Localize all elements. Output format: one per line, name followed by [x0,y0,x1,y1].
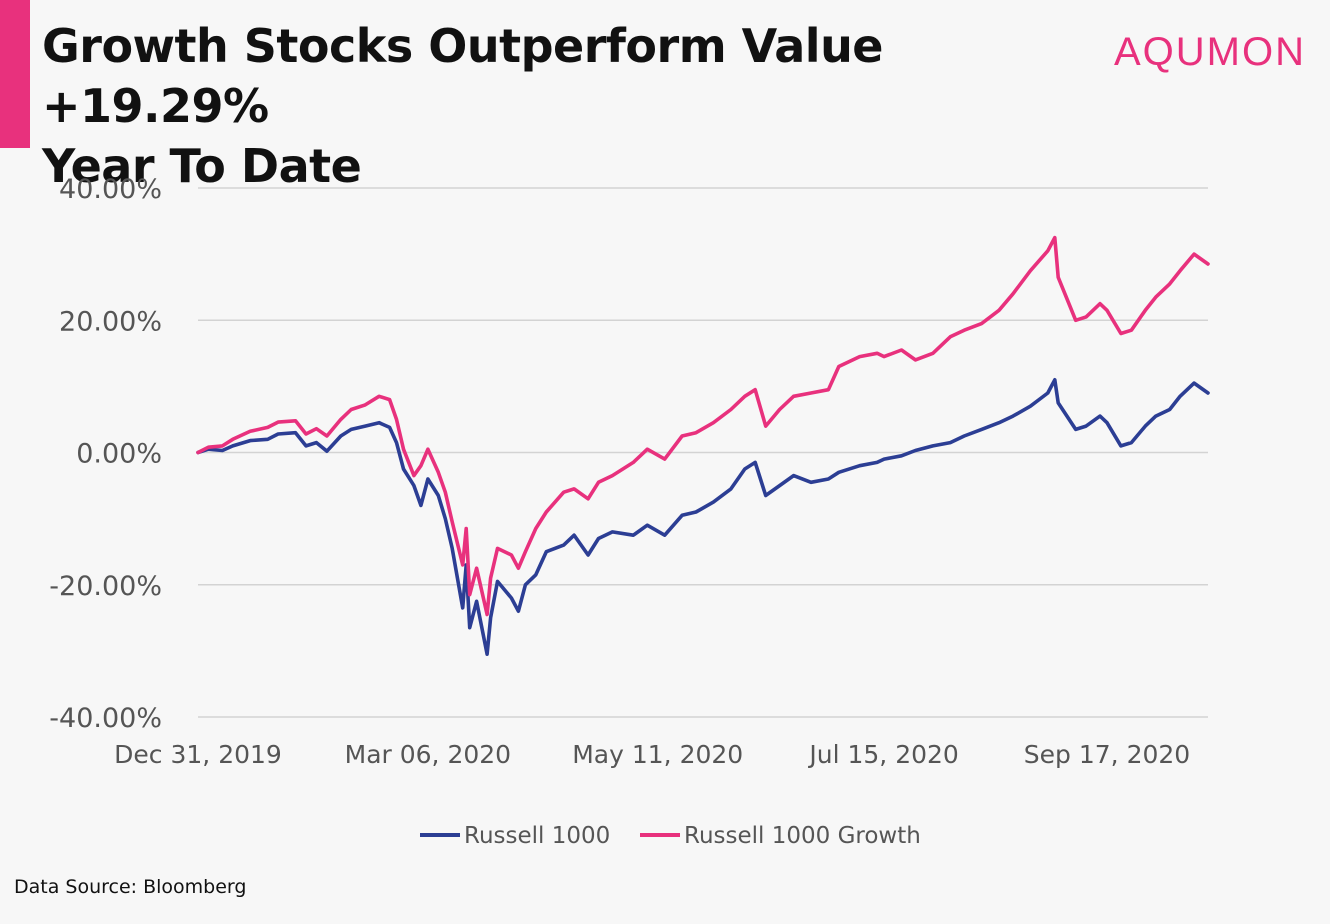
legend-russell-1000-text: Russell 1000 [464,823,610,849]
legend-russell-1000-growth-text: Russell 1000 Growth [684,823,921,849]
y-tick-label: 40.00% [59,174,162,205]
y-tick-label: 20.00% [59,306,162,337]
x-tick-label: Sep 17, 2020 [1024,740,1190,769]
title-line-2: Year To Date [42,139,362,193]
brand-logo: AQUMON [1114,30,1306,74]
x-tick-label: Jul 15, 2020 [807,740,958,769]
y-tick-label: -20.00% [49,571,162,602]
series-line-russell-1000 [196,377,1210,657]
series-line-russell-1000-growth [196,235,1210,617]
y-tick-label: -40.00% [49,703,162,734]
chart-title: Growth Stocks Outperform Value +19.29% Y… [42,16,1102,196]
x-tick-label: Mar 06, 2020 [345,740,511,769]
x-tick-label: Dec 31, 2019 [114,740,282,769]
y-tick-label: 0.00% [76,439,162,470]
accent-bar [0,0,30,148]
data-source-note: Data Source: Bloomberg [14,876,247,898]
title-line-1: Growth Stocks Outperform Value +19.29% [42,19,884,133]
x-tick-label: May 11, 2020 [572,740,743,769]
